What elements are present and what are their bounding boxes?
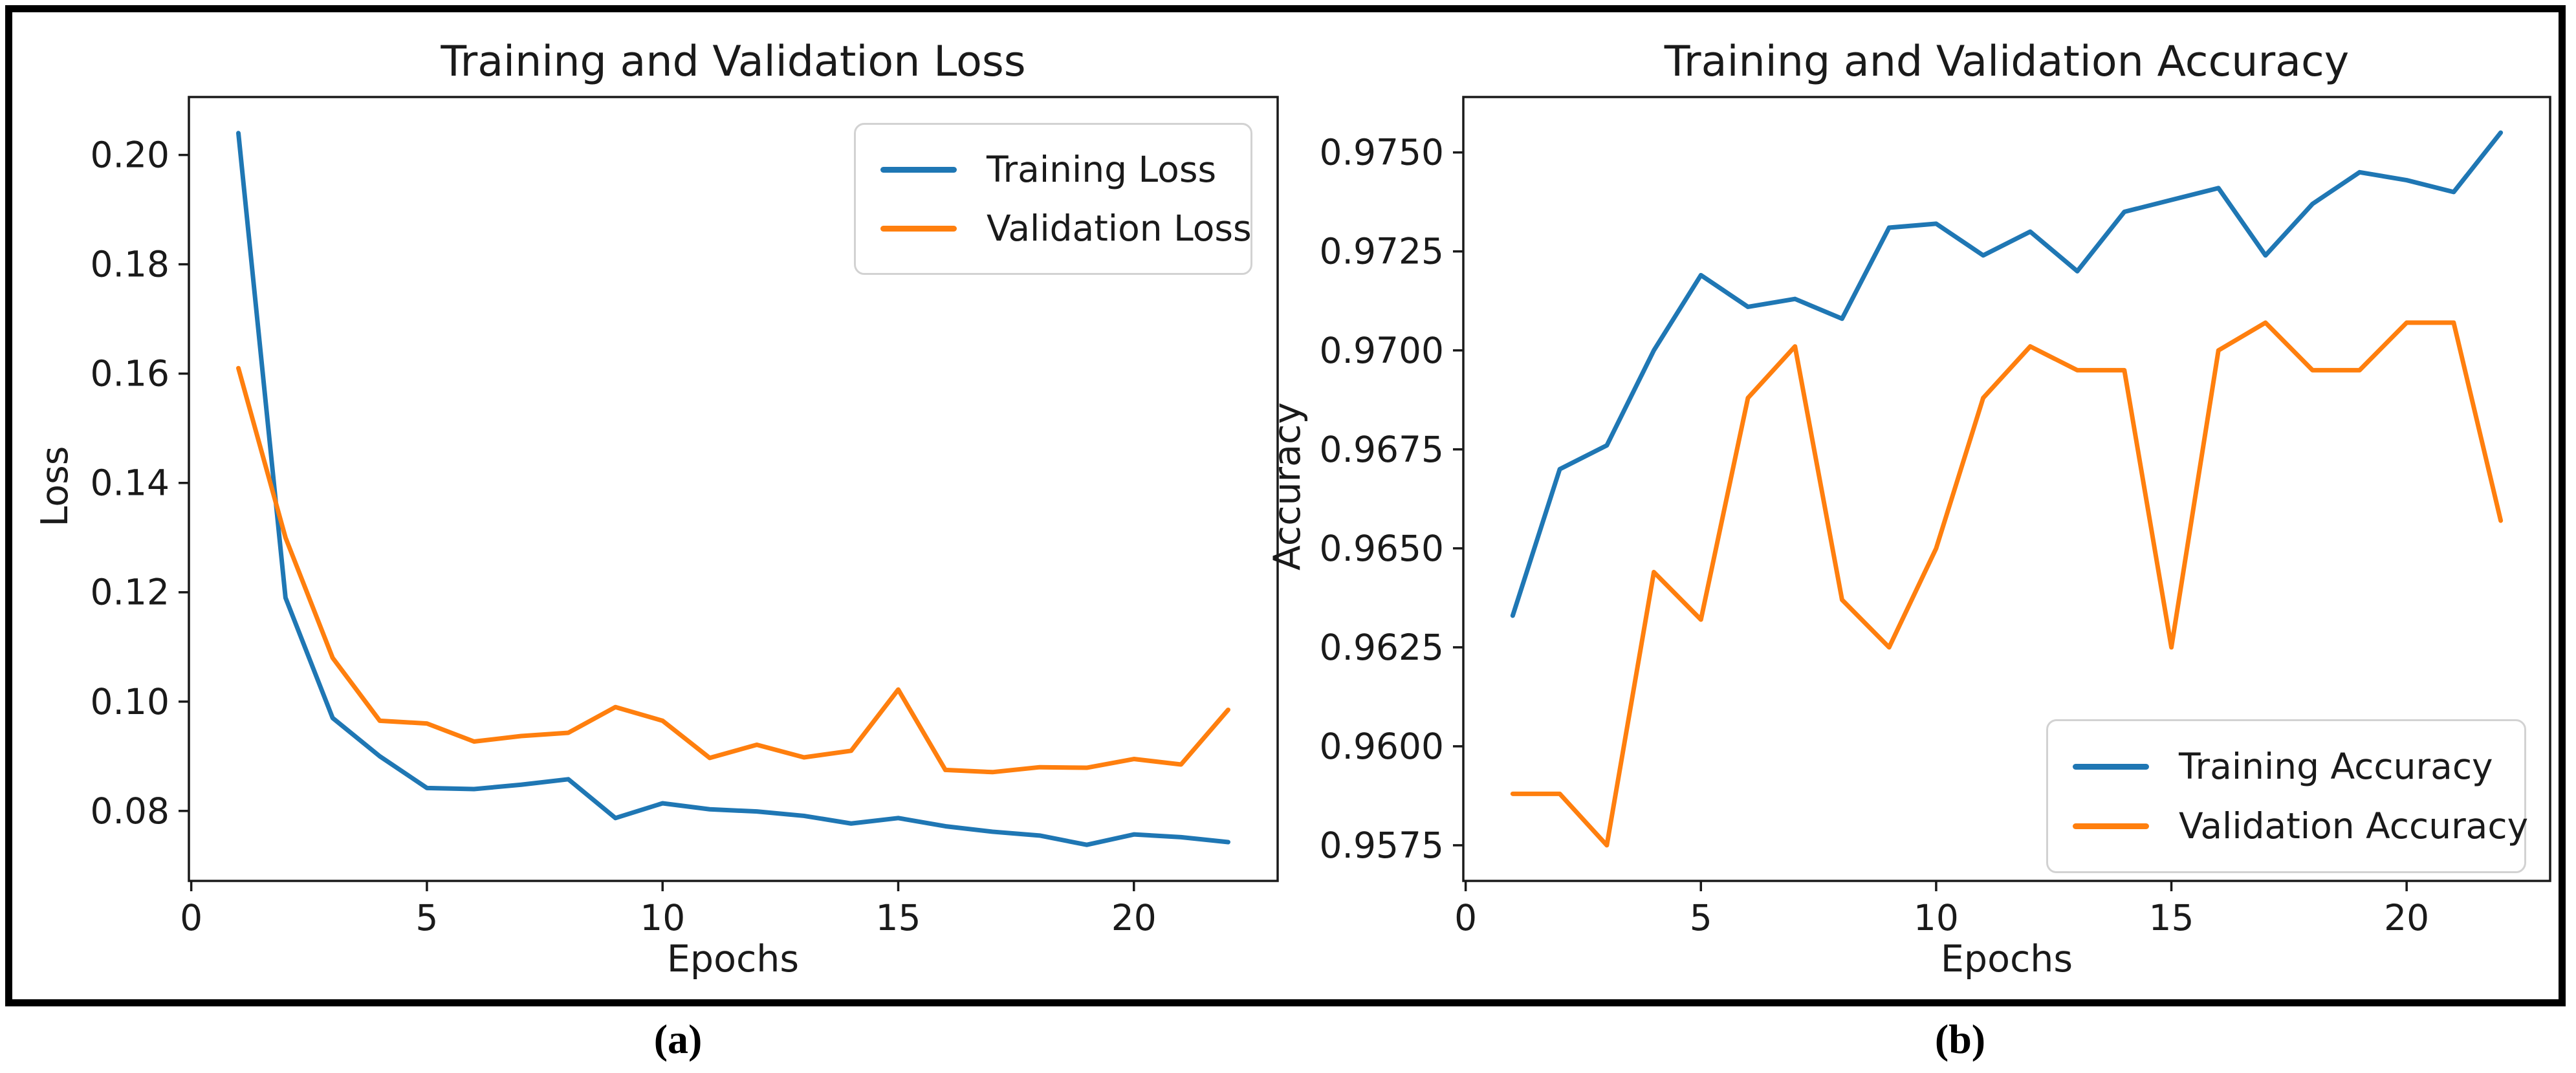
legend-item-validation-accuracy: Validation Accuracy [2073, 805, 2528, 847]
x-tick-label: 15 [876, 897, 921, 938]
x-tick-label: 5 [415, 897, 438, 938]
accuracy-y-axis-label: Accuracy [1266, 402, 1309, 571]
caption-b: (b) [1934, 1016, 1986, 1062]
validation-accuracy-legend-label: Validation Accuracy [2179, 805, 2529, 847]
training-loss-line [236, 131, 1230, 847]
loss-legend: Training Loss Validation Loss [854, 123, 1252, 275]
y-tick-label: 0.9675 [1320, 429, 1444, 470]
x-tick-label: 5 [1690, 897, 1712, 938]
accuracy-chart-title: Training and Validation Accuracy [1664, 38, 2350, 86]
y-tick-label: 0.9750 [1320, 132, 1444, 173]
validation-accuracy-swatch [2073, 823, 2149, 829]
legend-item-training-accuracy: Training Accuracy [2073, 746, 2524, 787]
loss-x-axis-label: Epochs [666, 938, 800, 981]
training-accuracy-legend-label: Training Accuracy [2179, 746, 2493, 787]
y-tick-label: 0.9700 [1320, 330, 1444, 371]
y-tick-label: 0.9625 [1320, 627, 1444, 668]
y-tick-label: 0.9575 [1320, 825, 1444, 866]
y-tick-label: 0.12 [91, 572, 169, 613]
y-tick-label: 0.9650 [1320, 528, 1444, 569]
legend-item-training-loss: Training Loss [880, 149, 1250, 190]
axes-spines [188, 96, 1279, 882]
training-loss-swatch [880, 166, 957, 173]
training-loss-legend-label: Training Loss [987, 149, 1217, 190]
y-tick-label: 0.16 [91, 353, 169, 395]
validation-accuracy-line [1510, 320, 2504, 848]
x-tick-label: 15 [2149, 897, 2194, 938]
y-tick-label: 0.9725 [1320, 231, 1444, 272]
loss-chart: 0 5 10 15 20 0.08 0.10 0.12 0.14 0.16 0.18 0.20 [91, 96, 1279, 938]
x-tick-label: 0 [180, 897, 202, 938]
validation-loss-line [236, 365, 1230, 775]
validation-loss-swatch [880, 225, 957, 232]
x-tick-label: 10 [640, 897, 685, 938]
y-tick-label: 0.20 [91, 135, 169, 176]
y-tick-label: 0.18 [91, 244, 169, 285]
y-tick-label: 0.9600 [1320, 726, 1444, 767]
caption-a: (a) [653, 1016, 703, 1062]
loss-chart-title: Training and Validation Loss [441, 38, 1026, 86]
y-tick-label: 0.14 [91, 462, 169, 504]
x-tick-label: 0 [1454, 897, 1477, 938]
x-tick-label: 10 [1914, 897, 1959, 938]
training-accuracy-line [1510, 130, 2504, 618]
loss-y-axis-label: Loss [34, 446, 76, 527]
accuracy-legend: Training Accuracy Validation Accuracy [2046, 719, 2528, 873]
validation-loss-legend-label: Validation Loss [987, 208, 1252, 249]
y-tick-label: 0.08 [91, 790, 169, 832]
legend-item-validation-loss: Validation Loss [880, 208, 1252, 249]
training-accuracy-swatch [2073, 763, 2149, 770]
x-tick-label: 20 [1111, 897, 1157, 938]
axes-spines [1462, 96, 2551, 882]
y-tick-label: 0.10 [91, 681, 169, 722]
x-tick-label: 20 [2384, 897, 2429, 938]
figure-border [5, 5, 2566, 1006]
accuracy-chart: 0 5 10 15 20 0.9575 0.9600 0.9625 0.9650 0.9675 0.… [1320, 96, 2551, 938]
accuracy-x-axis-label: Epochs [1940, 938, 2073, 981]
